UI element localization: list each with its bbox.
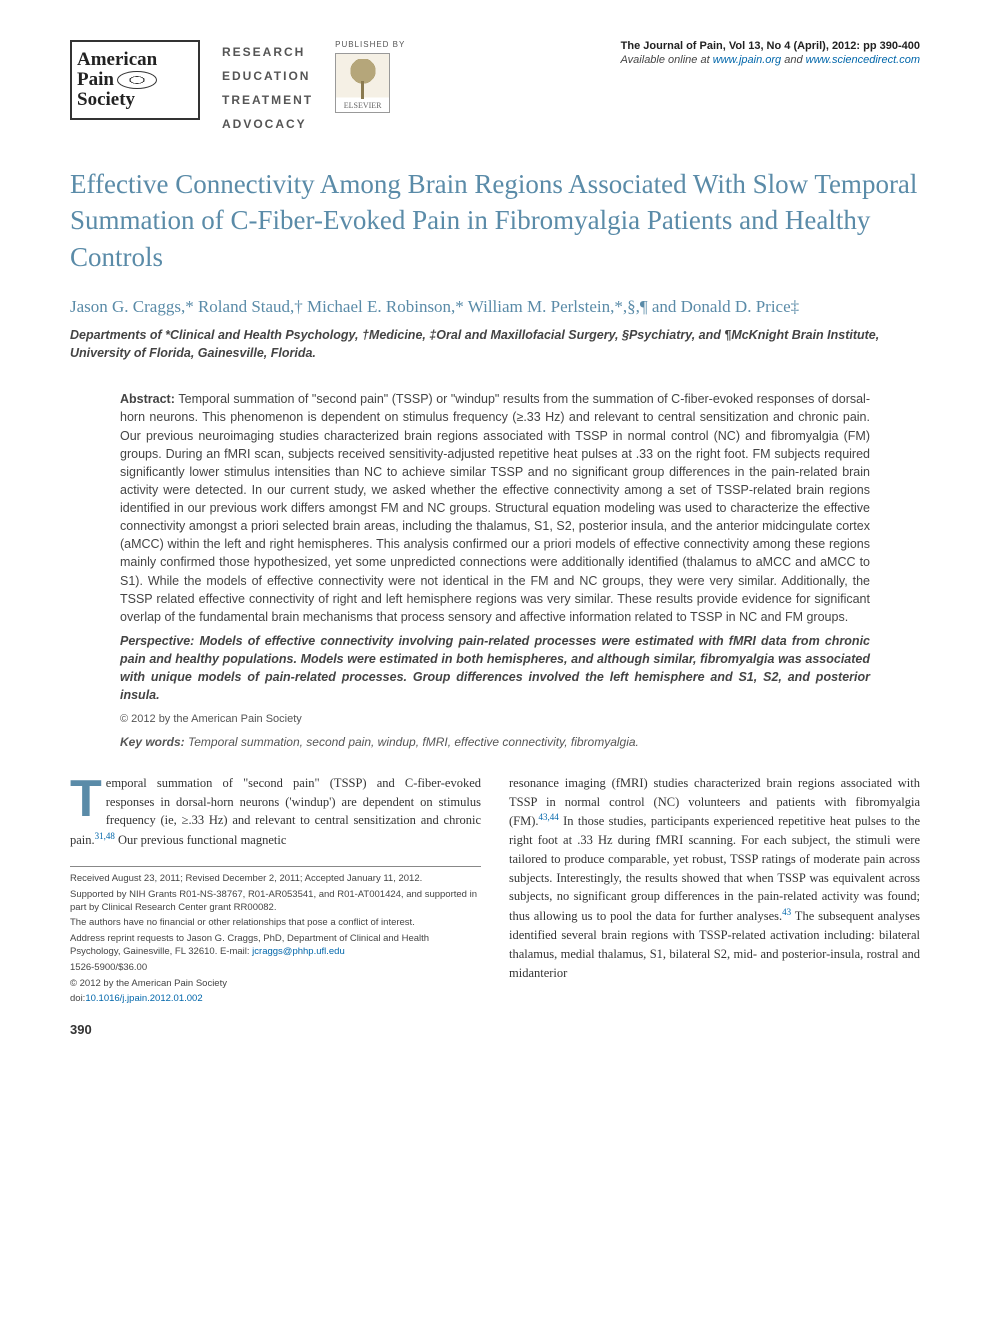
abstract-paragraph: Abstract: Temporal summation of "second … [120, 390, 870, 626]
tagline-item: ADVOCACY [222, 112, 313, 136]
affiliations: Departments of *Clinical and Health Psyc… [70, 327, 920, 362]
tagline-item: TREATMENT [222, 88, 313, 112]
footnote-issn: 1526-5900/$36.00 [70, 962, 481, 975]
journal-citation: The Journal of Pain, Vol 13, No 4 (April… [621, 40, 920, 52]
body-columns: Temporal summation of "second pain" (TSS… [70, 774, 920, 1040]
publisher-block: PUBLISHED BY ELSEVIER [335, 40, 405, 113]
jpain-link[interactable]: www.jpain.org [713, 54, 781, 66]
aps-logo: American Pain Society [70, 40, 200, 120]
logo-line-3: Society [77, 90, 193, 110]
doi-link[interactable]: 10.1016/j.jpain.2012.01.002 [85, 993, 202, 1004]
abstract-label: Abstract: [120, 392, 178, 406]
tagline-list: RESEARCH EDUCATION TREATMENT ADVOCACY [222, 40, 313, 136]
elsevier-tree-icon [348, 59, 378, 99]
keywords-label: Key words: [120, 735, 188, 749]
citation-ref[interactable]: 43 [782, 907, 791, 917]
right-column: resonance imaging (fMRI) studies charact… [509, 774, 920, 1040]
logo-line-2: Pain [77, 70, 193, 90]
tagline-item: RESEARCH [222, 40, 313, 64]
footnotes-block: Received August 23, 2011; Revised Decemb… [70, 866, 481, 1006]
dropcap: T [70, 774, 106, 821]
footnote-received: Received August 23, 2011; Revised Decemb… [70, 873, 481, 886]
sciencedirect-link[interactable]: www.sciencedirect.com [806, 54, 920, 66]
perspective-paragraph: Perspective: Models of effective connect… [120, 632, 870, 705]
availability-line: Available online at www.jpain.org and ww… [621, 54, 920, 66]
page-number: 390 [70, 1020, 481, 1040]
footnote-supported: Supported by NIH Grants R01-NS-38767, R0… [70, 889, 481, 915]
tagline-item: EDUCATION [222, 64, 313, 88]
left-column: Temporal summation of "second pain" (TSS… [70, 774, 481, 1040]
footnote-reprint: Address reprint requests to Jason G. Cra… [70, 933, 481, 959]
footnote-copyright: © 2012 by the American Pain Society [70, 978, 481, 991]
logo-line-1: American [77, 50, 193, 70]
citation-ref[interactable]: 43,44 [539, 812, 559, 822]
elsevier-name: ELSEVIER [344, 101, 382, 110]
abstract-block: Abstract: Temporal summation of "second … [120, 390, 870, 751]
logo-swirl-icon [117, 71, 157, 89]
footnote-doi: doi:10.1016/j.jpain.2012.01.002 [70, 993, 481, 1006]
elsevier-logo: ELSEVIER [335, 53, 390, 113]
footnote-conflict: The authors have no financial or other r… [70, 917, 481, 930]
article-title: Effective Connectivity Among Brain Regio… [70, 166, 920, 275]
keywords-line: Key words: Temporal summation, second pa… [120, 734, 870, 751]
header-right-block: The Journal of Pain, Vol 13, No 4 (April… [621, 40, 920, 66]
perspective-label: Perspective: [120, 634, 200, 648]
abstract-copyright: © 2012 by the American Pain Society [120, 712, 870, 728]
citation-ref[interactable]: 31,48 [95, 831, 115, 841]
keywords-list: Temporal summation, second pain, windup,… [188, 735, 639, 749]
abstract-text: Temporal summation of "second pain" (TSS… [120, 392, 870, 624]
reprint-email-link[interactable]: jcraggs@phhp.ufl.edu [252, 946, 345, 957]
intro-paragraph: Temporal summation of "second pain" (TSS… [70, 774, 481, 850]
author-list: Jason G. Craggs,* Roland Staud,† Michael… [70, 297, 920, 317]
perspective-text: Models of effective connectivity involvi… [120, 634, 870, 702]
page-header: American Pain Society RESEARCH EDUCATION… [70, 40, 920, 136]
published-by-label: PUBLISHED BY [335, 40, 405, 49]
header-left-block: American Pain Society RESEARCH EDUCATION… [70, 40, 405, 136]
body-paragraph: resonance imaging (fMRI) studies charact… [509, 774, 920, 983]
